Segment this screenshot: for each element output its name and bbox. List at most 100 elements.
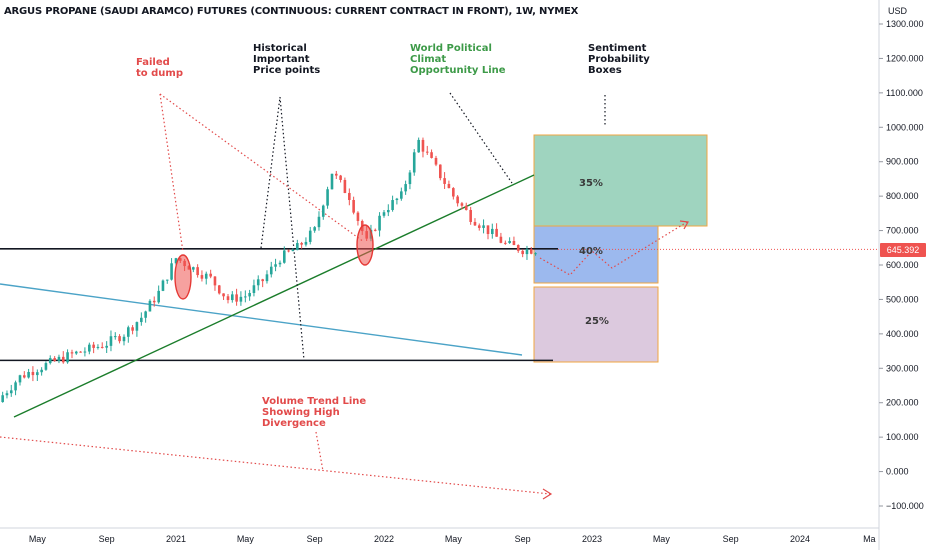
probability-box-35	[533, 134, 708, 227]
failed-dump-pointer	[159, 93, 184, 253]
candle-body	[36, 372, 39, 376]
candle-body	[196, 267, 199, 276]
x-tick-label: Ma	[863, 534, 876, 544]
candle-body	[161, 280, 165, 291]
probability-box-25	[533, 286, 659, 363]
x-tick-label: May	[29, 534, 47, 544]
candle-body	[296, 243, 299, 251]
candle-body	[439, 164, 442, 179]
y-tick-label: 1200.000	[886, 53, 924, 63]
candle-body	[412, 152, 416, 173]
candle-body	[131, 327, 134, 331]
candle-body	[491, 228, 494, 235]
candle-body	[313, 227, 316, 231]
box-label-40: 40%	[579, 246, 603, 257]
candle-body	[529, 249, 533, 254]
x-tick-label: Sep	[723, 534, 739, 544]
y-tick-label: 400.000	[886, 329, 919, 339]
candle-body	[148, 300, 152, 312]
candle-body	[265, 274, 269, 282]
candle-body	[83, 351, 87, 353]
candle-body	[88, 344, 91, 352]
y-tick-label: 1300.000	[886, 19, 924, 29]
failed-dump-ellipse	[174, 254, 192, 300]
candle-body	[92, 344, 95, 348]
green-opportunity-line	[13, 174, 535, 418]
candle-body	[382, 212, 386, 216]
candle-body	[499, 236, 503, 243]
candle-body	[269, 266, 273, 275]
candle-body	[256, 279, 260, 286]
opportunity-pointer	[449, 92, 513, 184]
candle-body	[516, 245, 520, 251]
candle-body	[127, 327, 130, 337]
candle-body	[304, 241, 308, 245]
candle-body	[348, 192, 351, 200]
candle-body	[248, 292, 251, 297]
candle-body	[456, 196, 459, 204]
candle-body	[61, 356, 65, 363]
x-tick-label: May	[445, 534, 463, 544]
y-tick-label: 500.000	[886, 294, 919, 304]
volume-arrowhead	[542, 488, 553, 500]
candle-body	[395, 198, 399, 201]
y-tick-label: 200.000	[886, 398, 919, 408]
candle-body	[387, 209, 390, 213]
candle-body	[75, 351, 78, 354]
x-tick-label: May	[237, 534, 255, 544]
candle-body	[291, 250, 295, 252]
candle-body	[170, 263, 173, 280]
candle-body	[5, 393, 9, 396]
annotation-volume-trend: Volume Trend Line Showing High Divergenc…	[262, 396, 367, 429]
candle-body	[356, 212, 360, 221]
volume-pointer	[315, 431, 324, 472]
candle-body	[477, 225, 481, 228]
candle-body	[452, 188, 455, 197]
candle-body	[508, 240, 511, 243]
candle-body	[44, 363, 48, 370]
candle-body	[504, 242, 507, 244]
candle-body	[482, 225, 485, 228]
y-tick-label: 300.000	[886, 363, 919, 373]
candle-body	[308, 230, 312, 242]
candle-body	[486, 225, 490, 235]
candle-body	[118, 336, 121, 342]
candle-body	[57, 356, 61, 361]
candle-body	[283, 250, 286, 263]
candle-body	[40, 369, 43, 373]
candle-body	[443, 178, 446, 184]
candle-body	[512, 240, 516, 246]
candle-body	[326, 189, 329, 206]
candle-body	[100, 346, 104, 348]
candle-body	[53, 358, 56, 361]
candle-body	[222, 293, 225, 297]
candle-body	[105, 345, 108, 348]
last-price-tag: 645.392	[880, 243, 926, 257]
failed-dump-pointer	[159, 93, 365, 243]
candle-body	[23, 375, 26, 378]
annotation-sentiment: Sentiment Probability Boxes	[588, 43, 650, 76]
candle-body	[261, 279, 264, 282]
chart-title: ARGUS PROPANE (SAUDI ARAMCO) FUTURES (CO…	[4, 6, 579, 17]
volume-trend-line	[0, 436, 551, 495]
candle-body	[335, 173, 338, 176]
candle-body	[464, 205, 468, 210]
candle-body	[9, 390, 13, 394]
candle-body	[417, 139, 420, 153]
candle-body	[473, 221, 477, 226]
candle-body	[525, 249, 529, 255]
candle-body	[425, 151, 429, 153]
candle-body	[278, 262, 282, 265]
candle-body	[239, 296, 243, 302]
y-tick-label: 1000.000	[886, 122, 924, 132]
candle-body	[378, 215, 381, 231]
candle-body	[343, 179, 347, 193]
candle-body	[252, 285, 256, 293]
x-tick-label: May	[653, 534, 671, 544]
candle-body	[96, 346, 100, 348]
y-tick-label: 1100.000	[886, 88, 923, 98]
candle-body	[235, 294, 238, 302]
candle-body	[152, 300, 156, 303]
